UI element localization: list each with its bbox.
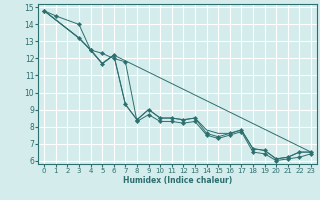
X-axis label: Humidex (Indice chaleur): Humidex (Indice chaleur) [123,176,232,185]
